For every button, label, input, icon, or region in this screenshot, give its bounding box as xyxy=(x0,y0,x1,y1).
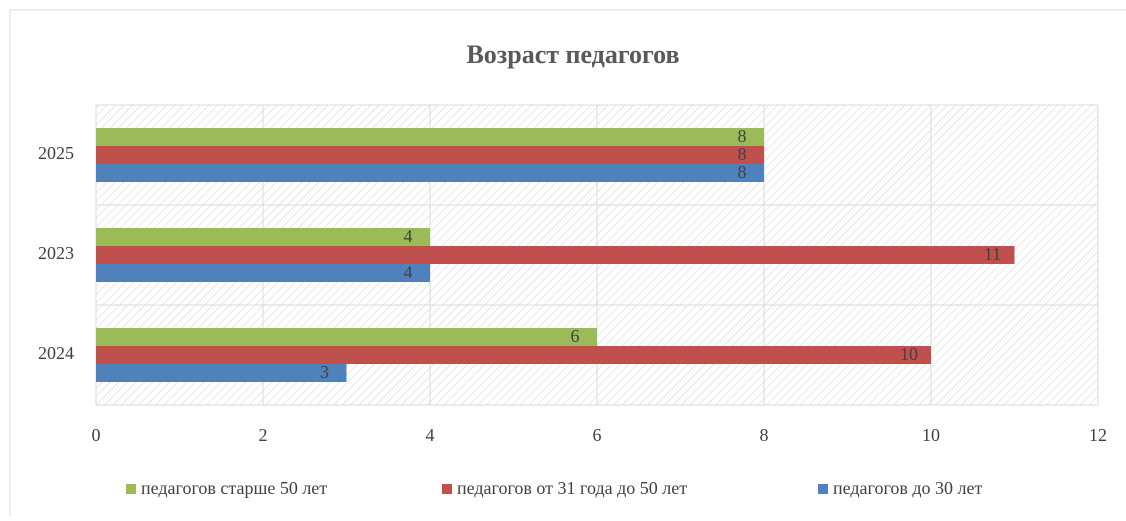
x-tick-label: 10 xyxy=(922,425,940,445)
data-label: 4 xyxy=(404,226,413,246)
bar xyxy=(96,346,931,364)
bar xyxy=(96,364,347,382)
data-label: 11 xyxy=(984,244,1001,264)
y-tick-label: 2024 xyxy=(38,343,74,363)
x-tick-label: 2 xyxy=(259,425,268,445)
legend-label: педагогов до 30 лет xyxy=(833,478,983,498)
data-label: 8 xyxy=(738,144,747,164)
x-tick-label: 0 xyxy=(92,425,101,445)
data-label: 6 xyxy=(571,326,580,346)
x-tick-label: 8 xyxy=(760,425,769,445)
bar xyxy=(96,264,430,282)
data-label: 3 xyxy=(320,362,329,382)
bar xyxy=(96,328,597,346)
legend-marker xyxy=(126,484,136,494)
data-label: 8 xyxy=(738,126,747,146)
x-tick-label: 12 xyxy=(1089,425,1107,445)
legend-marker xyxy=(442,484,452,494)
x-tick-label: 4 xyxy=(426,425,435,445)
legend-label: педагогов старше 50 лет xyxy=(141,478,327,498)
y-tick-label: 2025 xyxy=(38,143,74,163)
bar xyxy=(96,164,764,182)
legend-label: педагогов от 31 года до 50 лет xyxy=(457,478,687,498)
legend-marker xyxy=(818,484,828,494)
data-label: 4 xyxy=(404,262,413,282)
data-label: 8 xyxy=(738,162,747,182)
bar xyxy=(96,146,764,164)
y-tick-label: 2023 xyxy=(38,243,74,263)
data-label: 10 xyxy=(900,344,918,364)
bar xyxy=(96,246,1015,264)
chart-title: Возраст педагогов xyxy=(466,40,679,69)
x-tick-label: 6 xyxy=(593,425,602,445)
bar xyxy=(96,128,764,146)
bar xyxy=(96,228,430,246)
